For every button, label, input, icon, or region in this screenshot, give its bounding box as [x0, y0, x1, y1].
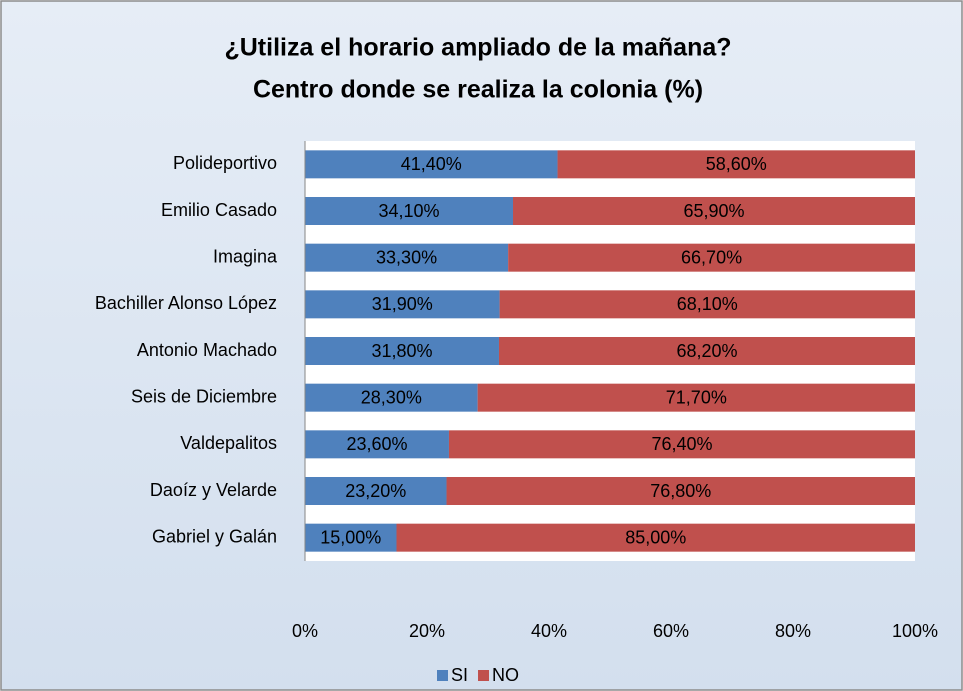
data-label: 71,70%	[666, 387, 727, 407]
x-tick-label: 0%	[292, 621, 318, 641]
data-label: 68,10%	[677, 294, 738, 314]
chart-title: Centro donde se realiza la colonia (%)	[253, 76, 703, 104]
data-label: 41,40%	[401, 154, 462, 174]
bar-segment	[396, 523, 915, 552]
bar-segment	[477, 383, 915, 412]
legend-swatch	[478, 670, 490, 681]
data-label: 34,10%	[378, 201, 439, 221]
data-label: 23,60%	[346, 434, 407, 454]
data-label: 23,20%	[345, 481, 406, 501]
y-tick-label: Daoíz y Velarde	[150, 480, 277, 500]
bar-segment	[305, 430, 449, 459]
y-tick-label: Imagina	[213, 246, 278, 266]
y-tick-label: Emilio Casado	[161, 200, 277, 220]
data-label: 31,80%	[371, 341, 432, 361]
y-tick-label: Seis de Diciembre	[131, 386, 277, 406]
chart-title: ¿Utiliza el horario ampliado de la mañan…	[224, 34, 731, 62]
bar-segment	[448, 430, 915, 459]
y-tick-label: Bachiller Alonso López	[95, 293, 277, 313]
bar-segment	[508, 243, 915, 272]
data-label: 28,30%	[361, 387, 422, 407]
bar-segment	[305, 290, 500, 319]
y-tick-label: Antonio Machado	[137, 340, 277, 360]
data-label: 15,00%	[320, 527, 381, 547]
data-label: 31,90%	[372, 294, 433, 314]
x-tick-label: 20%	[409, 621, 445, 641]
bar-segment	[557, 150, 915, 179]
bar-segment	[446, 477, 915, 505]
data-label: 66,70%	[681, 247, 742, 267]
data-label: 76,40%	[651, 434, 712, 454]
y-tick-label: Gabriel y Galán	[152, 526, 277, 546]
bar-segment	[305, 383, 478, 412]
bar-segment	[499, 290, 915, 319]
bar-segment	[305, 150, 558, 179]
data-label: 58,60%	[706, 154, 767, 174]
bar-segment	[305, 243, 509, 272]
legend-label: NO	[492, 665, 519, 685]
y-tick-label: Valdepalitos	[180, 433, 277, 453]
data-label: 85,00%	[625, 527, 686, 547]
legend-swatch	[437, 670, 448, 681]
x-tick-label: 80%	[775, 621, 811, 641]
bar-segment	[498, 337, 915, 365]
y-tick-label: Polideportivo	[173, 153, 277, 173]
bar-segment	[305, 523, 397, 552]
x-tick-label: 60%	[653, 621, 689, 641]
data-label: 33,30%	[376, 247, 437, 267]
data-label: 65,90%	[683, 201, 744, 221]
legend-label: SI	[451, 665, 468, 685]
data-label: 68,20%	[676, 341, 737, 361]
bar-segment	[305, 337, 499, 365]
bar-segment	[305, 197, 514, 225]
bar-segment	[513, 197, 915, 225]
x-tick-label: 100%	[892, 621, 938, 641]
x-tick-label: 40%	[531, 621, 567, 641]
data-label: 76,80%	[650, 481, 711, 501]
bar-segment	[305, 477, 447, 505]
